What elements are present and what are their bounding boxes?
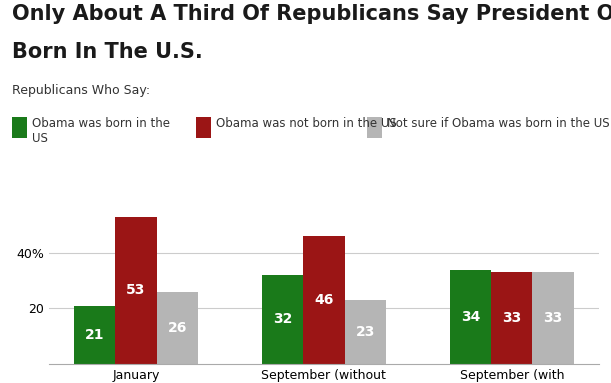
Text: Not sure if Obama was born in the US: Not sure if Obama was born in the US [387,117,609,130]
Bar [491,272,532,364]
Text: 34: 34 [461,310,480,324]
Text: 21: 21 [85,328,104,342]
Text: Republicans Who Say:: Republicans Who Say: [12,84,150,97]
Text: Obama was born in the
US: Obama was born in the US [32,117,170,145]
Text: 46: 46 [314,293,334,307]
Bar [156,292,198,364]
Text: 26: 26 [167,321,187,335]
Text: 33: 33 [502,311,521,325]
Bar [262,275,303,364]
Text: Born In The U.S.: Born In The U.S. [12,42,203,62]
Bar [345,300,386,364]
Text: 32: 32 [273,313,292,326]
Bar [450,270,491,364]
Bar [74,306,115,364]
Text: 23: 23 [356,325,375,339]
Bar [303,236,345,364]
Bar [115,217,156,364]
Bar [532,272,574,364]
Text: 53: 53 [126,283,145,297]
Text: Obama was not born in the US: Obama was not born in the US [216,117,397,130]
Text: Only About A Third Of Republicans Say President Obama Was: Only About A Third Of Republicans Say Pr… [12,4,611,24]
Text: 33: 33 [544,311,563,325]
